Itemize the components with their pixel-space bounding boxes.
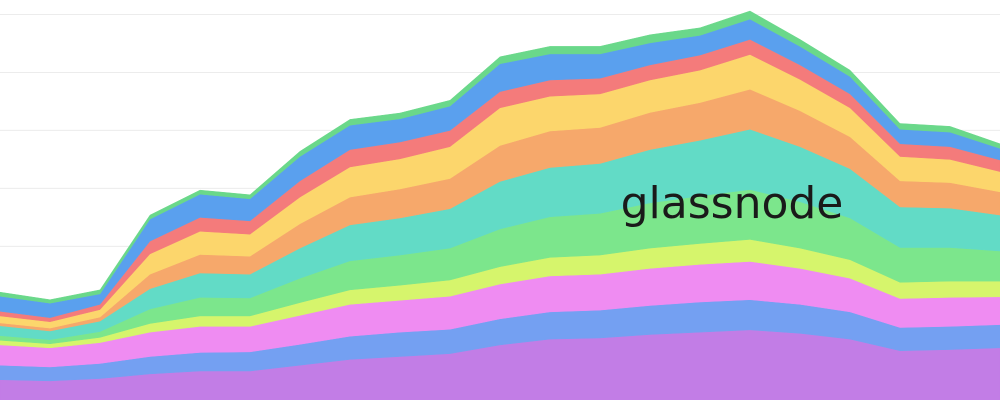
watermark: glassnode [621, 178, 844, 229]
area [0, 10, 1000, 304]
